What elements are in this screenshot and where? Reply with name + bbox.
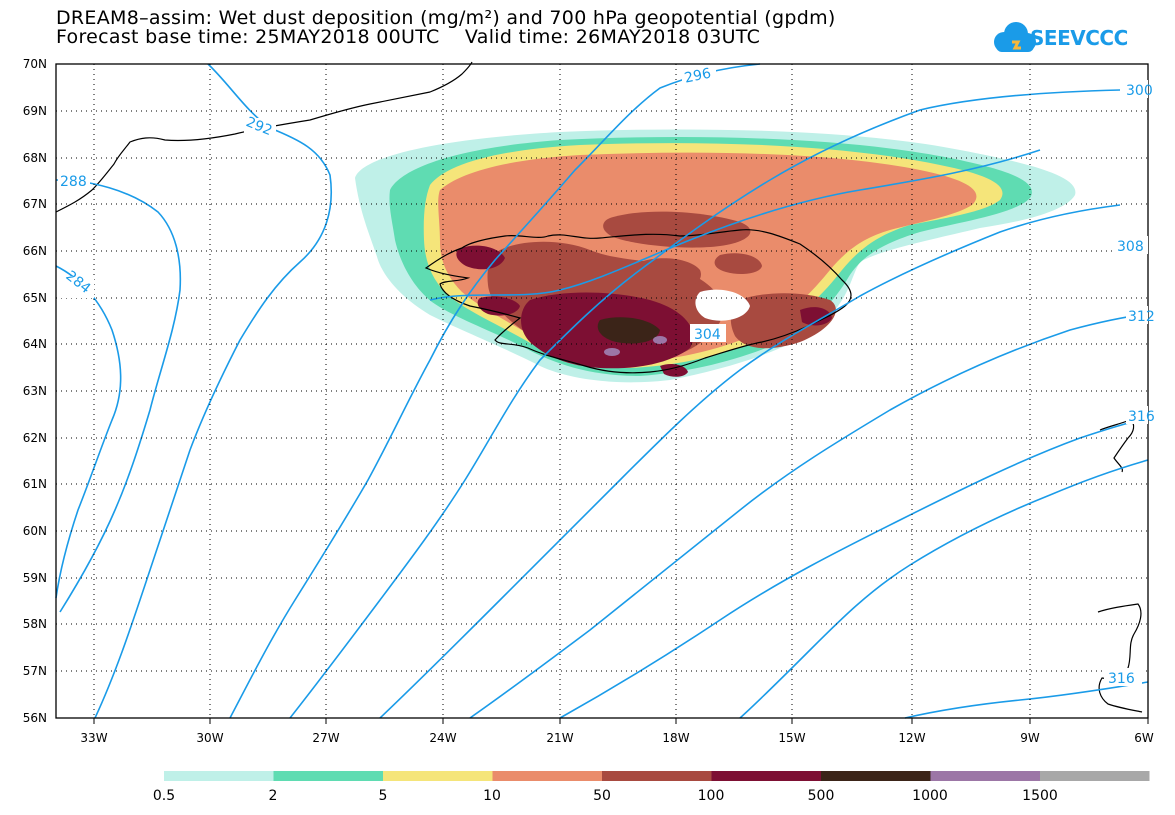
color-legend (164, 771, 1150, 781)
contour-label: 296 (683, 65, 713, 86)
legend-swatch (711, 771, 821, 781)
legend-label: 1000 (912, 788, 948, 804)
contour-label: 312 (1128, 309, 1155, 325)
legend-label: 5 (379, 788, 388, 804)
contour-label: 292 (244, 114, 275, 139)
cloud-logo-icon (994, 22, 1036, 52)
legend-swatch (273, 771, 383, 781)
lon-label: 30W (196, 731, 223, 745)
legend-swatch (492, 771, 602, 781)
lon-label: 21W (546, 731, 573, 745)
legend-labels: 0.5 2 5 10 50 100 500 1000 1500 (153, 788, 1058, 804)
lat-label: 67N (23, 197, 47, 211)
legend-swatch (602, 771, 712, 781)
contour-label: 316 (1108, 671, 1135, 687)
contour-label: 288 (60, 174, 87, 190)
lat-label: 63N (23, 384, 47, 398)
lat-label: 57N (23, 664, 47, 678)
lat-label: 66N (23, 244, 47, 258)
lat-label: 64N (23, 337, 47, 351)
lat-label: 65N (23, 291, 47, 305)
legend-label: 500 (808, 788, 835, 804)
grid-lines (56, 64, 1148, 718)
lon-label: 12W (898, 731, 925, 745)
lat-label: 68N (23, 151, 47, 165)
lat-label: 69N (23, 104, 47, 118)
contour-label: 304 (694, 327, 721, 343)
legend-label: 2 (269, 788, 278, 804)
lon-label: 6W (1134, 731, 1154, 745)
lat-label: 60N (23, 524, 47, 538)
latitude-labels: 70N 69N 68N 67N 66N 65N 64N 63N 62N 61N … (23, 57, 47, 725)
lat-label: 58N (23, 617, 47, 631)
legend-swatch (1040, 771, 1150, 781)
contour-label: 300 (1126, 83, 1153, 99)
legend-label: 0.5 (153, 788, 175, 804)
legend-label: 100 (698, 788, 725, 804)
legend-swatch (164, 771, 274, 781)
legend-label: 50 (593, 788, 611, 804)
map-frame (55, 63, 1149, 719)
legend-label: 10 (483, 788, 501, 804)
dust-plume (355, 129, 1076, 383)
legend-label: 1500 (1022, 788, 1058, 804)
lon-label: 27W (312, 731, 339, 745)
lat-label: 62N (23, 431, 47, 445)
logo-label: SEEVCCC (1030, 26, 1128, 50)
legend-swatch (930, 771, 1040, 781)
contour-labels: 292 296 288 284 300 304 308 312 316 316 (58, 65, 1155, 687)
lon-label: 24W (429, 731, 456, 745)
contour-label: 308 (1117, 239, 1144, 255)
lon-label: 33W (80, 731, 107, 745)
axis-ticks (93, 718, 1149, 724)
lat-label: 59N (23, 571, 47, 585)
lon-label: 9W (1020, 731, 1040, 745)
map-subtitle: Forecast base time: 25MAY2018 00UTC Vali… (56, 26, 761, 48)
lat-label: 61N (23, 477, 47, 491)
legend-swatch (821, 771, 931, 781)
lat-label: 56N (23, 711, 47, 725)
map-title: DREAM8–assim: Wet dust deposition (mg/m²… (56, 7, 836, 29)
contour-label: 316 (1128, 409, 1155, 425)
lat-label: 70N (23, 57, 47, 71)
geopotential-contours (55, 63, 1149, 719)
legend-swatch (383, 771, 493, 781)
lon-label: 15W (778, 731, 805, 745)
lon-label: 18W (662, 731, 689, 745)
longitude-labels: 33W 30W 27W 24W 21W 18W 15W 12W 9W 6W (80, 731, 1153, 745)
